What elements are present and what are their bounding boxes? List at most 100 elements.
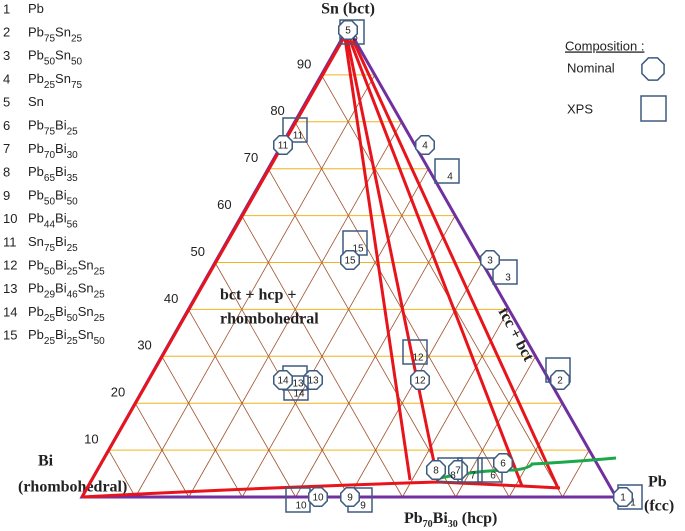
legend-number: 10 (3, 211, 17, 226)
phase-boundary (345, 37, 440, 483)
nominal-marker (410, 370, 430, 390)
legend-number: 9 (3, 188, 10, 203)
key-xps: XPS (567, 101, 593, 116)
phase-boundary (351, 39, 560, 489)
legend-formula: Pb50Sn50 (28, 48, 82, 68)
nominal-label: 14 (277, 376, 289, 387)
element: Sn (78, 328, 94, 343)
element: Bi (55, 304, 67, 319)
legend-formula: Pb25Sn75 (28, 71, 82, 91)
phase-boundary (80, 33, 348, 498)
nominal-label: 4 (422, 141, 428, 152)
key-octagon (641, 57, 665, 81)
element: Bi (55, 281, 67, 296)
grid-diagonal (135, 74, 376, 498)
element: Pb (28, 211, 44, 226)
subscript: 75 (44, 243, 56, 254)
nominal-marker (340, 250, 360, 270)
nominal-label: 2 (557, 376, 563, 387)
nominal-marker (613, 487, 633, 507)
legend-formula: Pb70Bi30 (28, 141, 78, 161)
legend-number: 5 (3, 95, 10, 110)
subscript: 25 (71, 33, 83, 44)
legend-number: 4 (3, 71, 10, 86)
nominal-label: 8 (433, 466, 439, 477)
element: Pb (28, 188, 44, 203)
grid-diagonal (241, 215, 403, 498)
grid-diagonal (134, 403, 190, 498)
key-square (640, 95, 667, 122)
phase-boundary (81, 480, 561, 499)
element: Bi (55, 258, 67, 273)
subscript: 25 (44, 313, 56, 324)
nominal-marker (493, 453, 513, 473)
key-title: Composition : (565, 38, 644, 53)
element: Pb (28, 71, 44, 86)
element: Pb (28, 281, 44, 296)
xps-marker (434, 158, 460, 184)
nominal-marker (550, 370, 570, 390)
legend-number: 12 (3, 258, 17, 273)
nominal-marker (338, 20, 358, 40)
subscript: 75 (71, 80, 83, 91)
legend-formula: Sn (28, 95, 44, 110)
region-label: rhombohedral (220, 311, 319, 328)
element: Pb (28, 165, 44, 180)
element: Sn (55, 25, 71, 40)
nominal-label: 15 (344, 256, 356, 267)
nominal-label: 3 (487, 256, 493, 267)
nominal-label: 12 (414, 376, 426, 387)
legend-number: 14 (3, 304, 17, 319)
element: Pb (404, 510, 423, 527)
bottom-label: Pb70Bi30 (hcp) (404, 510, 497, 530)
subscript: 50 (44, 266, 56, 277)
nominal-label: 11 (278, 141, 289, 152)
subscript: 25 (44, 80, 56, 91)
element: Pb (28, 304, 44, 319)
nominal-label: 10 (312, 493, 324, 504)
element: Pb (28, 48, 44, 63)
legend-number: 6 (3, 118, 10, 133)
element: Bi (55, 211, 67, 226)
legend-number: 1 (3, 1, 10, 16)
subscript: 50 (67, 313, 79, 324)
element: Sn (78, 304, 94, 319)
element: Pb (28, 328, 44, 343)
nominal-label: 1 (620, 493, 626, 504)
xps-marker (402, 339, 428, 365)
legend-number: 2 (3, 25, 10, 40)
xps-label: 5 (352, 33, 358, 44)
subscript: 35 (67, 173, 79, 184)
legend-formula: Pb25Bi25Sn50 (28, 328, 105, 348)
element: Bi (55, 141, 67, 156)
axis-label: 10 (84, 432, 98, 447)
grid-diagonal (321, 74, 563, 498)
key-nominal: Nominal (567, 60, 615, 75)
xps-label: 4 (447, 172, 453, 183)
element: Sn (55, 48, 71, 63)
nominal-label: 7 (455, 466, 461, 477)
axis-label: 50 (191, 244, 205, 259)
legend-number: 7 (3, 141, 10, 156)
axis-label: 60 (217, 197, 231, 212)
vertex-right-phase: (fcc) (644, 498, 674, 515)
subscript: 30 (67, 150, 79, 161)
element: Bi (55, 188, 67, 203)
legend-formula: Pb25Bi50Sn25 (28, 304, 105, 324)
subscript: 46 (67, 290, 79, 301)
xps-label: 3 (505, 273, 511, 284)
nominal-marker (273, 370, 293, 390)
legend-formula: Pb65Bi35 (28, 165, 78, 185)
subscript: 50 (94, 336, 106, 347)
element: Bi (433, 510, 449, 527)
legend-formula: Pb29Bi46Sn25 (28, 281, 105, 301)
nominal-marker (340, 487, 360, 507)
element: Pb (28, 25, 44, 40)
element: Sn (78, 258, 94, 273)
subscript: 25 (94, 290, 106, 301)
subscript: 29 (44, 290, 56, 301)
legend-formula: Pb50Bi25Sn25 (28, 258, 105, 278)
subscript: 25 (44, 336, 56, 347)
grid-diagonal (241, 168, 429, 498)
legend-formula: Pb50Bi50 (28, 188, 78, 208)
